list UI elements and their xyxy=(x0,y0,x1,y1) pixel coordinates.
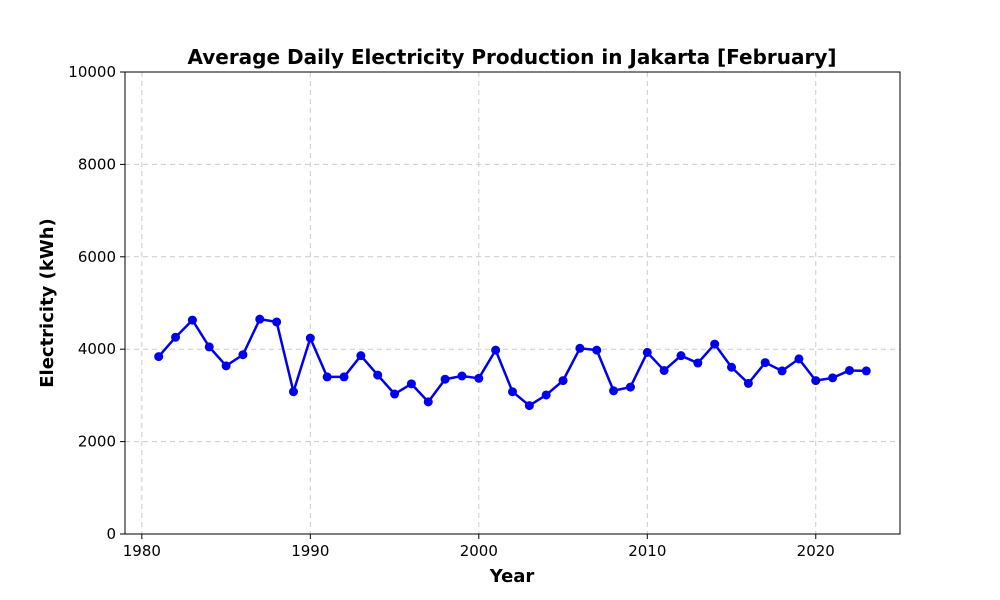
x-tick-label: 1990 xyxy=(291,542,329,560)
series xyxy=(154,314,871,411)
plot-frame xyxy=(124,71,901,535)
x-axis-label: Year xyxy=(489,566,535,587)
data-point xyxy=(861,366,871,376)
data-point xyxy=(558,376,568,386)
data-point xyxy=(777,366,787,376)
x-tick-label: 2010 xyxy=(628,542,666,560)
chart-title: Average Daily Electricity Production in … xyxy=(187,45,836,69)
data-point xyxy=(238,350,248,360)
data-point xyxy=(676,351,686,361)
x-axis-ticks: 1980 1990 2000 2010 2020 xyxy=(123,534,835,560)
data-point xyxy=(491,345,501,355)
data-point xyxy=(642,347,652,357)
data-point xyxy=(356,351,366,361)
data-point xyxy=(524,401,534,411)
data-point xyxy=(204,342,214,352)
data-point xyxy=(474,373,484,383)
data-point xyxy=(440,374,450,384)
data-point xyxy=(828,373,838,383)
data-point xyxy=(727,362,737,372)
data-point xyxy=(710,339,720,349)
y-tick-label: 10000 xyxy=(68,63,116,81)
data-point xyxy=(625,382,635,392)
data-point xyxy=(272,317,282,327)
data-point xyxy=(187,315,197,325)
data-point xyxy=(693,358,703,368)
data-point xyxy=(794,354,804,364)
data-point xyxy=(221,361,231,371)
data-point xyxy=(811,376,821,386)
x-tick-label: 2000 xyxy=(460,542,498,560)
y-tick-label: 8000 xyxy=(78,155,116,173)
data-point xyxy=(609,386,619,396)
data-point xyxy=(659,365,669,375)
data-point xyxy=(760,358,770,368)
data-point xyxy=(423,397,433,407)
data-point xyxy=(844,365,854,375)
data-point xyxy=(373,370,383,380)
data-point xyxy=(339,372,349,382)
y-axis-ticks: 0 2000 4000 6000 8000 10000 xyxy=(68,63,125,543)
data-point xyxy=(305,333,315,343)
data-point xyxy=(508,387,517,397)
y-tick-label: 2000 xyxy=(78,433,116,451)
grid xyxy=(125,71,900,535)
data-point xyxy=(575,343,585,353)
data-point xyxy=(592,345,602,355)
y-tick-label: 6000 xyxy=(78,248,116,266)
data-point xyxy=(288,387,298,397)
y-tick-label: 0 xyxy=(106,525,116,543)
y-axis-label: Electricity (kWh) xyxy=(37,218,58,388)
data-point xyxy=(171,332,181,342)
data-point xyxy=(457,371,467,381)
y-tick-label: 4000 xyxy=(78,340,116,358)
data-point xyxy=(743,378,753,388)
data-point xyxy=(406,379,416,389)
x-tick-label: 1980 xyxy=(123,542,161,560)
data-point xyxy=(322,372,332,382)
data-point xyxy=(154,352,164,362)
data-point xyxy=(255,314,265,324)
x-tick-label: 2020 xyxy=(797,542,835,560)
data-point xyxy=(390,389,400,399)
data-point xyxy=(541,390,551,400)
